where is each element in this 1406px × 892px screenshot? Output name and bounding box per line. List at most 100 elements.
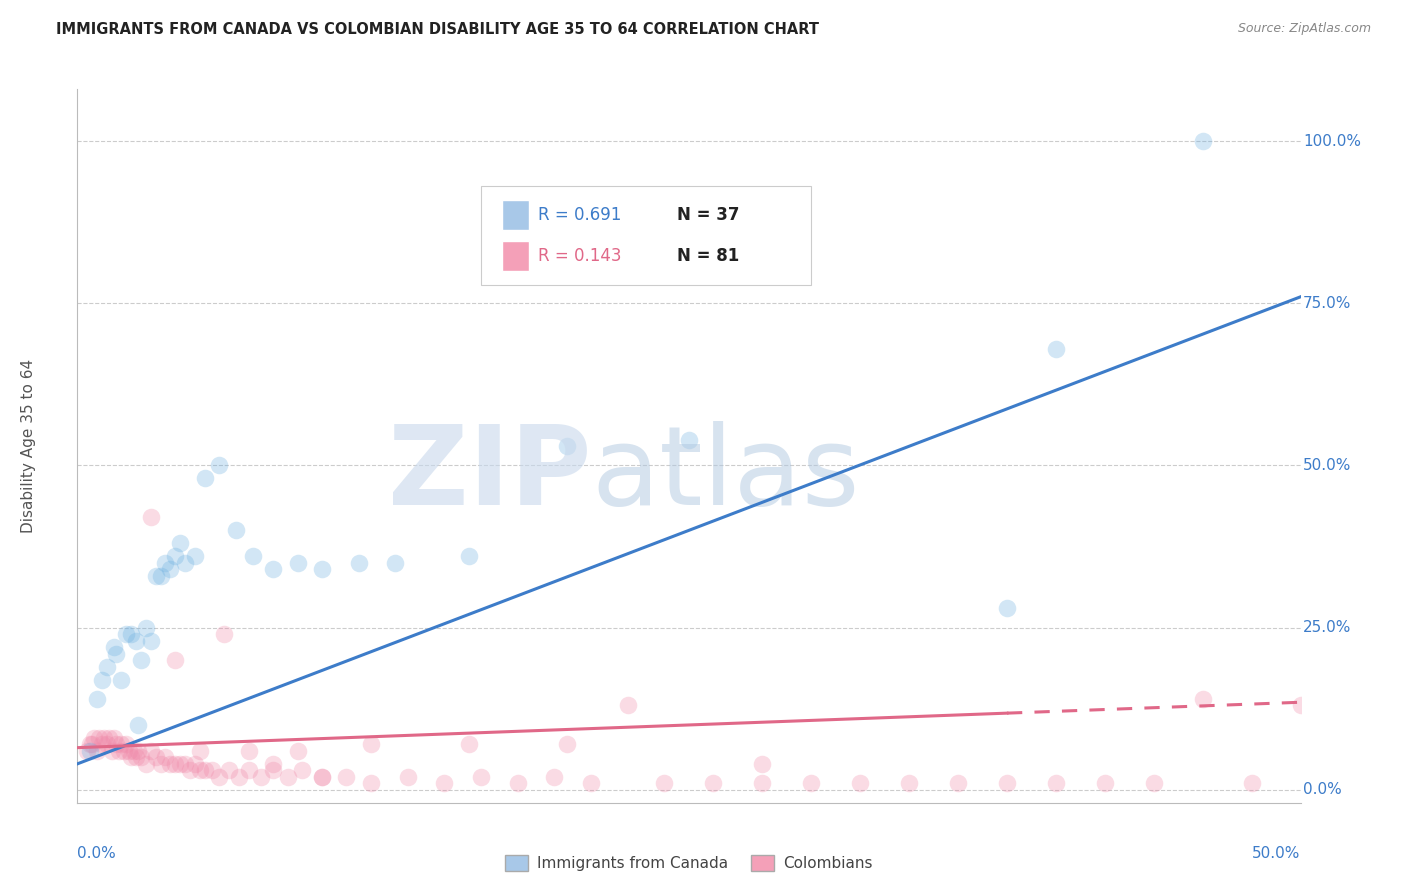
Point [311, 770, 333, 784]
Point [155, 556, 177, 570]
Point [193, 471, 215, 485]
Point [169, 536, 191, 550]
Point [238, 764, 260, 778]
Text: 0.0%: 0.0% [77, 846, 117, 861]
Point [149, 756, 172, 771]
Point [129, 750, 152, 764]
Point [86, 692, 108, 706]
Text: 25.0%: 25.0% [1303, 620, 1351, 635]
Point [250, 770, 273, 784]
Point [543, 770, 565, 784]
Point [384, 556, 406, 570]
Point [108, 744, 131, 758]
Text: atlas: atlas [591, 421, 859, 528]
Point [165, 549, 187, 564]
Point [174, 556, 197, 570]
Point [751, 776, 773, 790]
Point [1240, 776, 1263, 790]
Point [155, 750, 177, 764]
Point [228, 770, 250, 784]
Point [80, 738, 103, 752]
Point [678, 433, 700, 447]
Point [579, 776, 602, 790]
Point [122, 744, 145, 758]
Point [433, 776, 456, 790]
Point [470, 770, 492, 784]
Point [179, 764, 201, 778]
Point [86, 744, 108, 758]
Point [110, 738, 132, 752]
Point [193, 764, 215, 778]
Point [98, 731, 121, 745]
Legend: Immigrants from Canada, Colombians: Immigrants from Canada, Colombians [499, 849, 879, 877]
FancyBboxPatch shape [481, 186, 811, 285]
Point [291, 764, 314, 778]
Point [238, 744, 260, 758]
Point [145, 568, 167, 582]
Point [149, 568, 172, 582]
Point [506, 776, 529, 790]
Point [115, 738, 138, 752]
Point [218, 764, 240, 778]
Point [139, 633, 162, 648]
Point [457, 738, 479, 752]
Point [135, 756, 157, 771]
Point [262, 764, 284, 778]
Point [188, 764, 211, 778]
Point [1045, 342, 1067, 356]
Point [127, 718, 149, 732]
Point [457, 549, 479, 564]
Point [112, 744, 135, 758]
Text: N = 81: N = 81 [676, 247, 740, 265]
Text: N = 37: N = 37 [676, 206, 740, 224]
Point [100, 744, 122, 758]
Text: 0.0%: 0.0% [1303, 782, 1341, 797]
FancyBboxPatch shape [502, 241, 529, 271]
Point [96, 659, 118, 673]
Point [208, 458, 231, 473]
Point [96, 738, 118, 752]
Point [159, 756, 181, 771]
Point [165, 756, 187, 771]
Point [311, 562, 333, 576]
Point [262, 562, 284, 576]
Point [103, 731, 125, 745]
Text: 100.0%: 100.0% [1303, 134, 1361, 149]
Point [83, 731, 105, 745]
Point [125, 750, 148, 764]
Point [262, 756, 284, 771]
Text: ZIP: ZIP [388, 421, 591, 528]
Point [396, 770, 419, 784]
Point [347, 556, 370, 570]
Text: Disability Age 35 to 64: Disability Age 35 to 64 [21, 359, 37, 533]
Point [1289, 698, 1312, 713]
Point [225, 524, 247, 538]
Point [165, 653, 187, 667]
Point [849, 776, 872, 790]
Point [800, 776, 823, 790]
Point [898, 776, 921, 790]
Point [105, 647, 128, 661]
Point [360, 776, 382, 790]
Text: R = 0.143: R = 0.143 [538, 247, 621, 265]
Point [127, 744, 149, 758]
Point [1191, 134, 1213, 148]
Point [1143, 776, 1166, 790]
Point [617, 698, 640, 713]
Text: Source: ZipAtlas.com: Source: ZipAtlas.com [1237, 22, 1371, 36]
Point [995, 601, 1018, 615]
FancyBboxPatch shape [502, 200, 529, 230]
Point [1045, 776, 1067, 790]
Text: R = 0.691: R = 0.691 [538, 206, 621, 224]
Point [118, 744, 141, 758]
Text: 50.0%: 50.0% [1303, 458, 1351, 473]
Point [105, 738, 128, 752]
Point [654, 776, 676, 790]
Point [946, 776, 969, 790]
Point [242, 549, 264, 564]
Point [169, 756, 191, 771]
Point [287, 744, 309, 758]
Point [115, 627, 138, 641]
Point [277, 770, 299, 784]
Point [1191, 692, 1213, 706]
